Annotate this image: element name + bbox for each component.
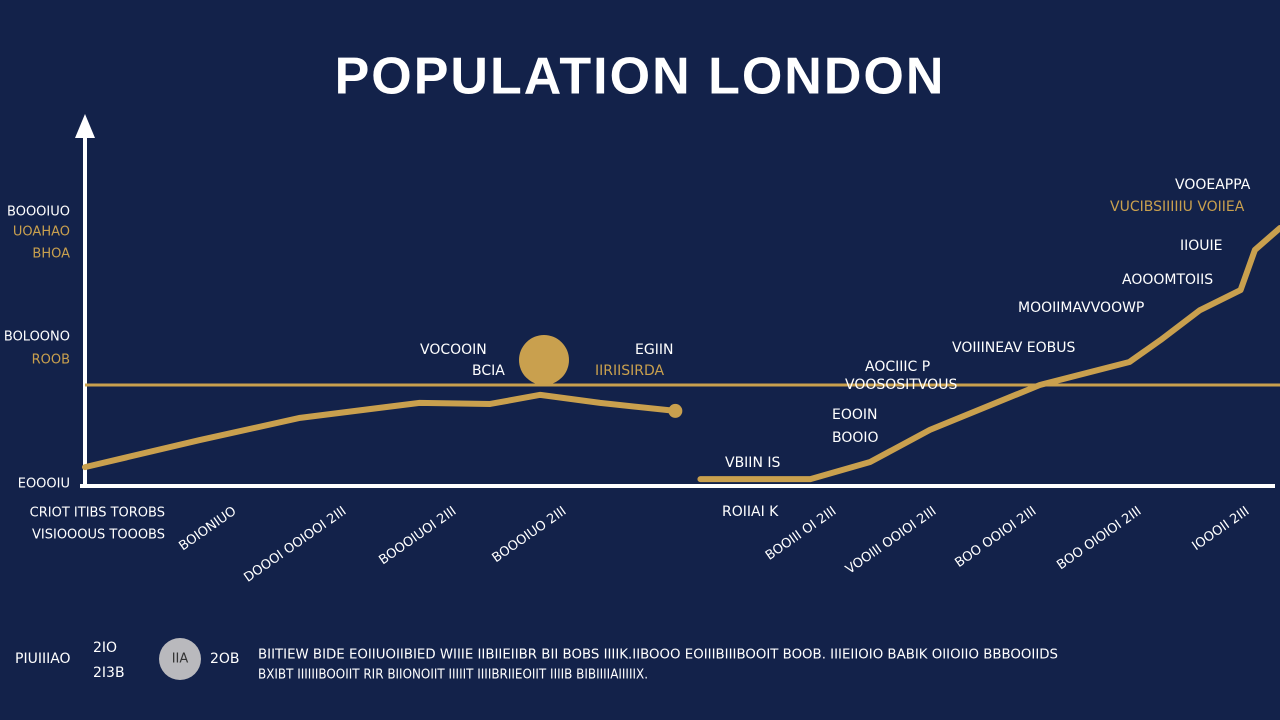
annotation: VUCIBSIIIIIU VOIIEA [1110, 199, 1245, 215]
footer-year: 2IO [93, 640, 117, 656]
x-axis-title: VISIOOOUS TOOOBS [32, 528, 165, 543]
annotation: MOOIIMAVVOOWP [1018, 300, 1144, 316]
y-axis-label: BHOA [32, 247, 70, 262]
annotation: EGIIN [635, 342, 673, 358]
annotation: BOOIO [832, 430, 879, 446]
annotation: VBIIN IS [725, 455, 780, 471]
annotation: ROIIAI K [722, 504, 779, 520]
y-axis-label: ROOB [32, 353, 70, 368]
x-axis-title: CRIOT ITIBS TOROBS [30, 506, 165, 521]
data-line [82, 225, 1280, 483]
y-axis-label: BOOOIUO [7, 205, 70, 220]
y-axis-label: UOAHAO [13, 225, 70, 240]
annotation: VOOEAPPA [1175, 177, 1251, 193]
end-dot [668, 403, 683, 418]
annotation: IIOUIE [1180, 238, 1223, 254]
footer-badge-year: 2OB [210, 651, 240, 667]
y-axis-label: BOLOONO [4, 330, 70, 345]
annotation: VOOSOSITVOUS [845, 377, 957, 393]
footer-note: BIITIEW BIDE EOIIUOIIBIED WIIIE IIBIIEII… [258, 648, 1058, 663]
annotation: VOIIINEAV EOBUS [952, 340, 1075, 356]
annotation: EOOIN [832, 407, 878, 423]
footer-badge-text: IIA [172, 652, 189, 667]
annotation: AOOOMTOIIS [1122, 272, 1213, 288]
y-axis-arrow [75, 114, 95, 138]
annotation: IIRIISIRDA [595, 363, 665, 379]
annotation: BCIA [472, 363, 505, 379]
annotation: VOCOOIN [420, 342, 487, 358]
chart-title: POPULATION LONDON [335, 48, 946, 106]
highlight-circle [519, 335, 569, 385]
footer-label: PIUIIIAO [15, 651, 71, 667]
y-axis-label: EOOOIU [18, 477, 70, 492]
footer-badge [159, 638, 201, 680]
annotation: AOCIIIC P [865, 359, 930, 375]
footer-note: BXIBT IIIIIIBOOIIT RIR BIIONOIIT IIIIIT … [258, 668, 648, 683]
footer-year: 2I3B [93, 665, 125, 681]
